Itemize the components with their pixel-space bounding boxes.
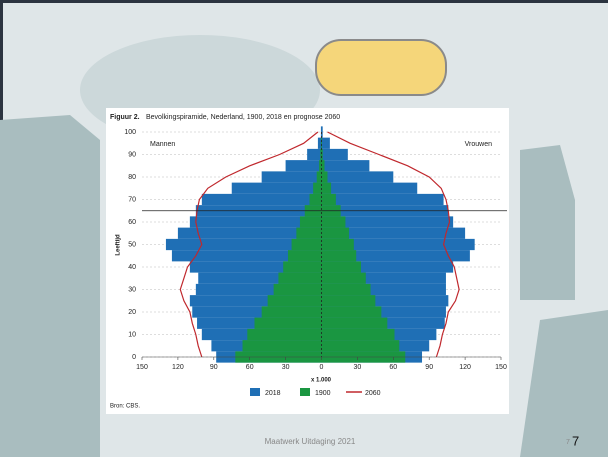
bar	[322, 160, 370, 171]
bar	[322, 318, 388, 329]
bar	[310, 194, 322, 205]
bar	[243, 340, 322, 351]
bar	[202, 194, 322, 205]
bar	[322, 183, 418, 194]
legend-label: 2018	[265, 390, 281, 397]
y-tick-label: 60	[128, 219, 136, 226]
bar	[322, 250, 357, 261]
x-tick-label: 90	[425, 364, 433, 371]
bar	[322, 284, 371, 295]
bar	[322, 340, 400, 351]
bar	[274, 284, 322, 295]
bar	[318, 138, 322, 149]
frame	[0, 0, 608, 3]
bar	[268, 295, 322, 306]
bar	[307, 149, 321, 160]
footer: Maatwerk Uitdaging 2021	[265, 437, 356, 446]
y-tick-label: 10	[128, 331, 136, 338]
y-tick-label: 0	[132, 354, 136, 361]
bar	[322, 183, 332, 194]
bar	[322, 261, 361, 272]
chart-title: Bevolkingspiramide, Nederland, 1900, 201…	[146, 114, 340, 121]
y-tick-label: 40	[128, 264, 136, 271]
bar	[296, 228, 321, 239]
page-number: 7	[572, 433, 579, 448]
legend-label: 1900	[315, 390, 331, 397]
bar	[322, 149, 323, 160]
y-tick-label: 50	[128, 241, 136, 248]
legend-swatch	[300, 388, 310, 396]
legend-swatch	[250, 388, 260, 396]
legend-label: 2060	[365, 390, 381, 397]
page-number-small: 7	[566, 439, 570, 446]
x-tick-label: 120	[172, 364, 184, 371]
y-axis-label: Leeftijd	[116, 234, 122, 256]
bar	[322, 273, 366, 284]
y-tick-label: 100	[124, 129, 136, 136]
left-label: Mannen	[150, 141, 175, 148]
right-label: Vrouwen	[465, 141, 492, 148]
x-tick-label: 30	[282, 364, 290, 371]
bar	[322, 194, 444, 205]
title-prefix: Figuur 2.	[110, 114, 140, 121]
x-tick-label: 120	[459, 364, 471, 371]
bar	[262, 171, 322, 182]
y-tick-label: 90	[128, 151, 136, 158]
slide: Figuur 2. Bevolkingspiramide, Nederland,…	[0, 0, 608, 457]
x-tick-label: 0	[320, 364, 324, 371]
bar	[322, 329, 395, 340]
bar	[232, 183, 322, 194]
x-tick-label: 150	[136, 364, 148, 371]
y-tick-label: 70	[128, 196, 136, 203]
x-tick-label: 60	[246, 364, 254, 371]
mirror	[316, 40, 446, 95]
bar	[322, 228, 350, 239]
bar	[317, 171, 322, 182]
bar	[286, 160, 322, 171]
bar	[313, 183, 321, 194]
bar	[278, 273, 321, 284]
y-tick-label: 80	[128, 174, 136, 181]
bar	[300, 216, 322, 227]
bar	[322, 171, 328, 182]
source: Bron: CBS.	[110, 404, 140, 410]
x-tick-label: 150	[495, 364, 507, 371]
y-tick-label: 20	[128, 309, 136, 316]
bar	[322, 295, 376, 306]
x-tick-label: 60	[389, 364, 397, 371]
x-tick-label: 30	[354, 364, 362, 371]
bar	[247, 329, 321, 340]
bar	[322, 216, 346, 227]
bar	[320, 149, 321, 160]
x-tick-label: 90	[210, 364, 218, 371]
bar	[322, 138, 330, 149]
bar	[322, 239, 354, 250]
seat-left	[0, 115, 100, 457]
bar	[322, 306, 382, 317]
bar	[322, 171, 394, 182]
page: {"chart_data": {"type": "pyramid", "titl…	[0, 0, 608, 457]
bar	[322, 194, 336, 205]
bar	[292, 239, 322, 250]
bar	[254, 318, 321, 329]
bar	[322, 149, 348, 160]
bar	[262, 306, 322, 317]
bar	[322, 160, 325, 171]
bar	[283, 261, 321, 272]
y-tick-label: 30	[128, 286, 136, 293]
x-axis-label: x 1.000	[311, 378, 332, 384]
bar	[288, 250, 322, 261]
